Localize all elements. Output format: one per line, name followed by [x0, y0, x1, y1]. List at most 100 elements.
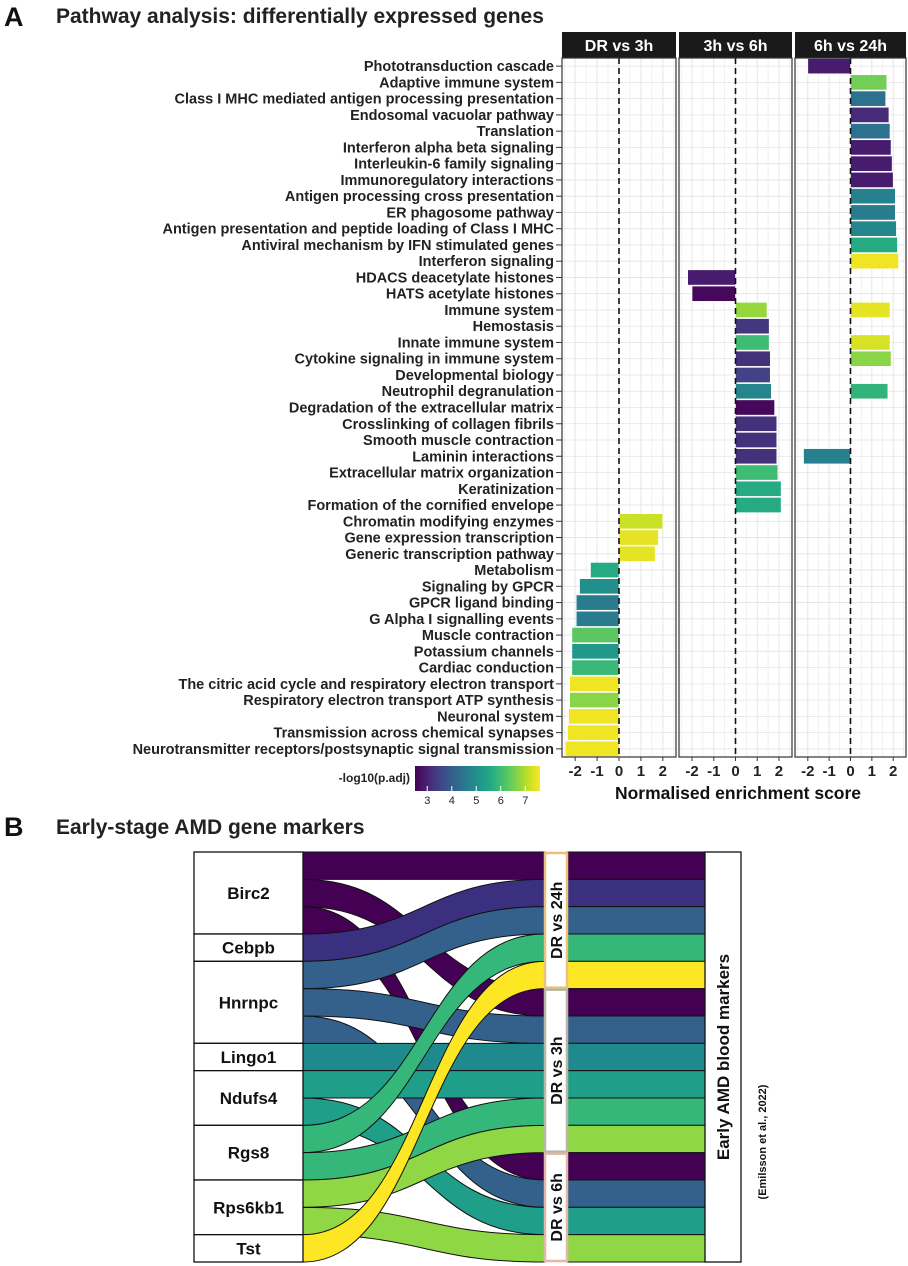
- x-tick-label: 1: [868, 763, 876, 780]
- y-label-cytokine-signaling-in-immune-system: Cytokine signaling in immune system: [295, 352, 554, 368]
- amd-alluvial-chart: Birc2 Cebpb Hnrnpc Lingo1 Ndufs4 Rgs8 Rps6kb1 T…: [193, 851, 769, 1263]
- bar-cytokine-signaling-in-immune-system: [850, 350, 892, 367]
- y-label-innate-immune-system: Innate immune system: [398, 335, 554, 351]
- bar-er-phagosome-pathway: [850, 204, 896, 221]
- bar-translation: [850, 123, 891, 140]
- panel-a-letter: A: [4, 2, 24, 32]
- x-tick-label: 0: [731, 763, 739, 780]
- y-label-g-alpha-i-signalling-events: G Alpha I signalling events: [369, 612, 554, 628]
- x-tick-label: 2: [659, 763, 667, 780]
- flow-right-tst-dr-vs-24h: [566, 960, 706, 990]
- bar-degradation-of-the-extracellular-matrix: [735, 399, 775, 416]
- x-axis-label: Normalised enrichment score: [615, 783, 861, 803]
- gene-node-hnrnpc: [193, 960, 304, 1044]
- bar-antigen-presentation-and-peptide-loading-of-class-i-mhc: [850, 220, 897, 237]
- facet-label: 6h vs 24h: [814, 38, 887, 55]
- bar-interleukin-6-family-signaling: [850, 155, 893, 172]
- gene-node-lingo1: [193, 1042, 304, 1072]
- marker-citation: (Emilsson et al., 2022): [757, 1084, 769, 1199]
- gene-node-ndufs4: [193, 1070, 304, 1126]
- y-label-neurotransmitter-receptors-postsynaptic-signal-transmission: Neurotransmitter receptors/postsynaptic …: [133, 742, 554, 758]
- y-label-chromatin-modifying-enzymes: Chromatin modifying enzymes: [343, 514, 554, 530]
- bar-metabolism: [590, 562, 620, 578]
- flow-right-rps6kb1-dr-vs-6h: [566, 1234, 706, 1263]
- bar-hemostasis: [735, 318, 770, 335]
- bar-cytokine-signaling-in-immune-system: [735, 350, 771, 367]
- legend-tick-label: 4: [449, 795, 455, 807]
- bar-transmission-across-chemical-synapses: [567, 724, 620, 741]
- legend-title: -log10(p.adj): [339, 771, 410, 785]
- bar-endosomal-vacuolar-pathway: [850, 106, 890, 123]
- legend-tick-label: 3: [424, 795, 430, 807]
- x-tick-label: -1: [707, 763, 720, 780]
- flow-right-hnrnpc-dr-vs-24h: [566, 906, 706, 935]
- bar-muscle-contraction: [571, 627, 620, 644]
- stage-label-dr-vs-24h: DR vs 24h: [549, 882, 566, 959]
- flow-right-rgs8-dr-vs-24h: [566, 933, 706, 962]
- gene-label-hnrnpc: Hnrnpc: [219, 993, 279, 1012]
- legend-colorbar: [415, 766, 540, 791]
- gene-label-rgs8: Rgs8: [228, 1144, 270, 1163]
- y-label-hats-acetylate-histones: HATS acetylate histones: [386, 287, 554, 303]
- gene-node-rps6kb1: [193, 1179, 304, 1236]
- gene-node-tst: [193, 1234, 304, 1263]
- facet-label: DR vs 3h: [585, 38, 653, 55]
- x-tick-label: 0: [615, 763, 623, 780]
- bar-laminin-interactions: [803, 448, 851, 465]
- bar-immunoregulatory-interactions: [850, 171, 894, 188]
- flow-right-ndufs4-dr-vs-6h: [566, 1206, 706, 1236]
- gene-node-birc2: [193, 851, 304, 935]
- bar-antiviral-mechanism-by-ifn-stimulated-genes: [850, 237, 898, 253]
- legend-tick-label: 6: [498, 795, 504, 807]
- bar-generic-transcription-pathway: [618, 545, 656, 562]
- y-label-formation-of-the-cornified-envelope: Formation of the cornified envelope: [307, 498, 554, 514]
- x-tick-label: -2: [568, 763, 581, 780]
- bar-laminin-interactions: [735, 448, 778, 465]
- y-label-gpcr-ligand-binding: GPCR ligand binding: [409, 596, 554, 612]
- bar-smooth-muscle-contraction: [735, 432, 778, 448]
- bar-gene-expression-transcription: [618, 529, 659, 546]
- gene-axis: Birc2 Cebpb Hnrnpc Lingo1 Ndufs4 Rgs8 Rps6kb1 T…: [193, 851, 304, 1263]
- stage-node-dr-vs-3h: [543, 988, 569, 1153]
- gene-node-rgs8: [193, 1124, 304, 1181]
- y-label-potassium-channels: Potassium channels: [414, 644, 554, 660]
- y-label-the-citric-acid-cycle-and-respiratory-electron-transport: The citric acid cycle and respiratory el…: [178, 677, 554, 693]
- bar-innate-immune-system: [850, 334, 891, 351]
- y-label-interleukin-6-family-signaling: Interleukin-6 family signaling: [354, 157, 554, 173]
- flow-birc2-dr-vs-24h: [302, 851, 546, 880]
- marker-axis-label: Early AMD blood markers: [714, 954, 733, 1160]
- gene-label-birc2: Birc2: [227, 884, 270, 903]
- bar-signaling-by-gpcr: [579, 578, 620, 595]
- alluvial-flows: [302, 851, 706, 1263]
- y-label-interferon-alpha-beta-signaling: Interferon alpha beta signaling: [343, 140, 554, 156]
- legend-tick-label: 7: [522, 795, 528, 807]
- y-label-degradation-of-the-extracellular-matrix: Degradation of the extracellular matrix: [289, 401, 554, 417]
- bar-hats-acetylate-histones: [691, 285, 736, 302]
- y-label-class-i-mhc-mediated-antigen-processing-presentation: Class I MHC mediated antigen processing …: [175, 92, 555, 108]
- y-label-muscle-contraction: Muscle contraction: [422, 628, 554, 644]
- bar-developmental-biology: [735, 367, 771, 383]
- y-label-transmission-across-chemical-synapses: Transmission across chemical synapses: [274, 726, 554, 742]
- x-tick-label: -2: [685, 763, 698, 780]
- y-label-antiviral-mechanism-by-ifn-stimulated-genes: Antiviral mechanism by IFN stimulated ge…: [241, 238, 554, 254]
- x-tick-label: -1: [822, 763, 835, 780]
- y-label-hemostasis: Hemostasis: [473, 319, 554, 335]
- bar-extracellular-matrix-organization: [735, 464, 779, 481]
- bar-neutrophil-degranulation: [735, 383, 772, 400]
- bar-formation-of-the-cornified-envelope: [735, 497, 782, 513]
- y-label-antigen-processing-cross-presentation: Antigen processing cross presentation: [285, 189, 554, 205]
- bar-crosslinking-of-collagen-fibrils: [735, 415, 778, 432]
- y-label-metabolism: Metabolism: [474, 563, 554, 579]
- bar-phototransduction-cascade: [807, 58, 851, 75]
- bar-keratinization: [735, 480, 782, 497]
- flow-right-birc2-dr-vs-6h: [566, 1152, 706, 1181]
- y-label-laminin-interactions: Laminin interactions: [412, 449, 554, 465]
- panel-b-title: Early-stage AMD gene markers: [56, 816, 365, 839]
- x-tick-label: -2: [801, 763, 814, 780]
- flow-right-rgs8-dr-vs-3h: [566, 1097, 706, 1126]
- flow-right-rps6kb1-dr-vs-3h: [566, 1124, 706, 1154]
- gene-label-rps6kb1: Rps6kb1: [213, 1198, 284, 1217]
- y-label-cardiac-conduction: Cardiac conduction: [419, 661, 554, 677]
- panel-b-letter: B: [4, 812, 24, 842]
